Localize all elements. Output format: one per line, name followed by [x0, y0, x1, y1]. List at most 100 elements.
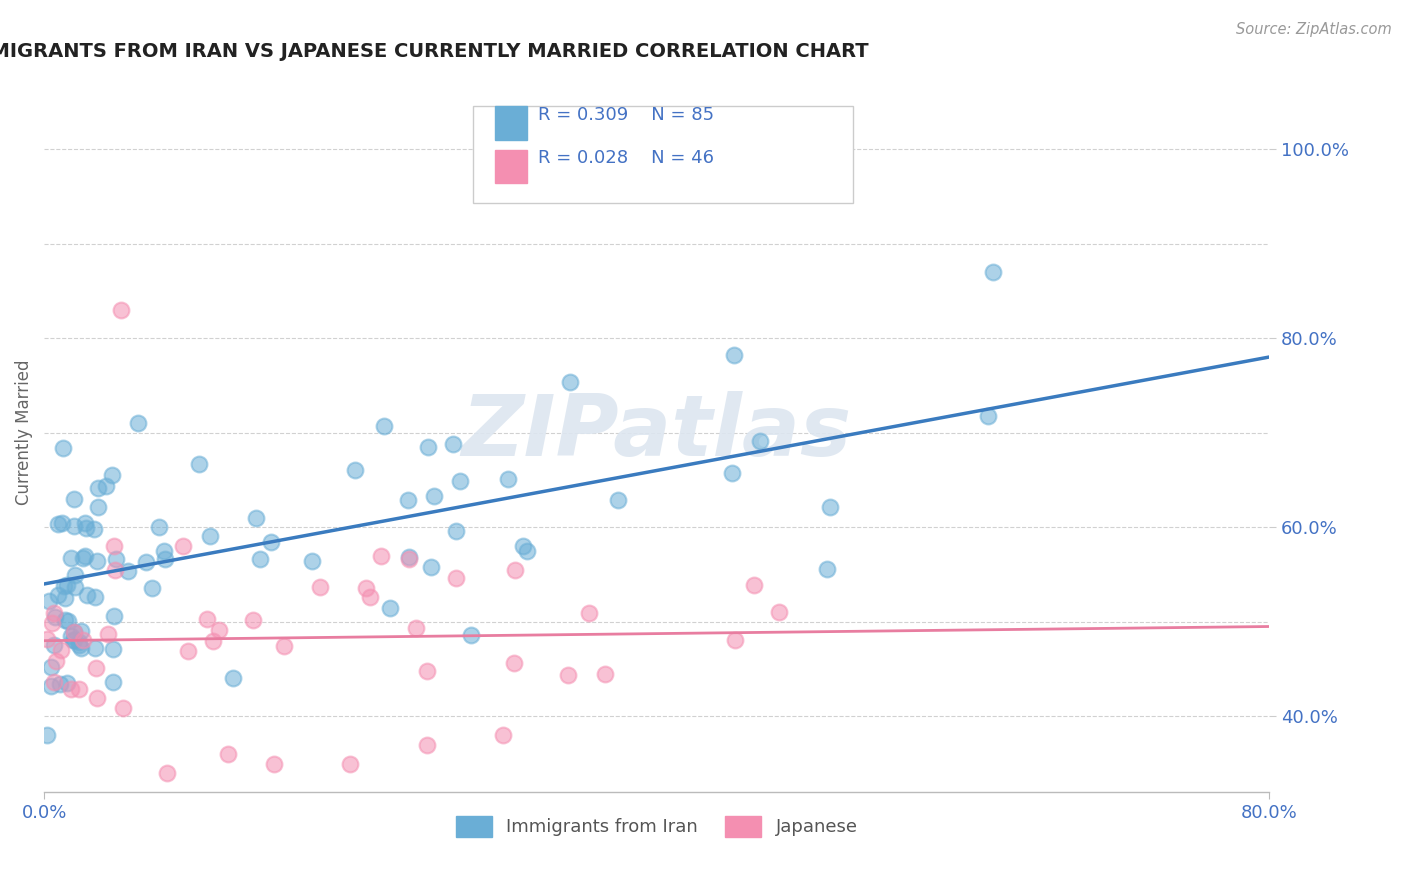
Point — [370, 549, 392, 563]
Point — [75, 521, 97, 535]
Point — [87, 500, 110, 515]
Point — [242, 614, 264, 628]
Point — [44, 610, 66, 624]
Point — [37, 728, 59, 742]
Point — [723, 348, 745, 362]
Point — [53, 579, 76, 593]
Point — [103, 675, 125, 690]
Point — [155, 766, 177, 780]
Point — [607, 493, 630, 508]
Point — [512, 539, 534, 553]
Point — [97, 627, 120, 641]
Point — [422, 489, 444, 503]
Point — [373, 419, 395, 434]
Point — [60, 681, 83, 696]
Point — [84, 661, 107, 675]
Point — [72, 632, 94, 647]
Point — [301, 554, 323, 568]
Point — [86, 481, 108, 495]
Point — [217, 747, 239, 761]
Point — [73, 549, 96, 564]
Point — [86, 554, 108, 568]
Point — [72, 550, 94, 565]
Point — [558, 375, 581, 389]
Point — [153, 544, 176, 558]
Point — [983, 265, 1005, 279]
Point — [172, 539, 194, 553]
FancyBboxPatch shape — [495, 106, 527, 139]
Text: R = 0.309    N = 85: R = 0.309 N = 85 — [537, 106, 714, 124]
Point — [55, 578, 77, 592]
Point — [444, 524, 467, 538]
Point — [398, 549, 420, 564]
Point — [744, 578, 766, 592]
Point — [83, 640, 105, 655]
Point — [110, 302, 132, 317]
Point — [245, 510, 267, 524]
Point — [76, 588, 98, 602]
Point — [63, 580, 86, 594]
Text: IMMIGRANTS FROM IRAN VS JAPANESE CURRENTLY MARRIED CORRELATION CHART: IMMIGRANTS FROM IRAN VS JAPANESE CURRENT… — [0, 42, 869, 61]
Point — [46, 588, 69, 602]
Text: ZIPatlas: ZIPatlas — [461, 392, 852, 475]
Point — [177, 644, 200, 658]
FancyBboxPatch shape — [472, 106, 852, 202]
Point — [117, 564, 139, 578]
Point — [359, 590, 381, 604]
Point — [37, 632, 59, 647]
Point — [49, 642, 72, 657]
Point — [249, 552, 271, 566]
Point — [127, 416, 149, 430]
Point — [70, 624, 93, 639]
Point — [39, 679, 62, 693]
Point — [55, 676, 77, 690]
Point — [208, 623, 231, 637]
Point — [103, 609, 125, 624]
Point — [41, 615, 63, 630]
Point — [83, 522, 105, 536]
Point — [503, 656, 526, 670]
Point — [273, 639, 295, 653]
Point — [44, 638, 66, 652]
Point — [52, 441, 75, 455]
Point — [59, 550, 82, 565]
Point — [444, 571, 467, 585]
Point — [45, 654, 67, 668]
Point — [56, 614, 79, 628]
Point — [187, 457, 209, 471]
Point — [101, 642, 124, 657]
Point — [578, 607, 600, 621]
Point — [260, 534, 283, 549]
Text: R = 0.028    N = 46: R = 0.028 N = 46 — [537, 149, 714, 167]
Point — [63, 625, 86, 640]
Point — [39, 660, 62, 674]
Point — [496, 473, 519, 487]
Point — [339, 756, 361, 771]
Point — [344, 463, 367, 477]
Point — [135, 555, 157, 569]
Point — [309, 580, 332, 594]
Y-axis label: Currently Married: Currently Married — [15, 360, 32, 506]
Point — [104, 552, 127, 566]
Point — [748, 434, 770, 449]
Point — [63, 491, 86, 506]
Point — [449, 475, 471, 489]
Point — [195, 612, 218, 626]
Point — [73, 516, 96, 531]
Point — [67, 682, 90, 697]
Point — [723, 633, 745, 648]
Point — [42, 675, 65, 690]
Point — [48, 677, 70, 691]
Point — [63, 568, 86, 582]
Point — [63, 519, 86, 533]
Point — [111, 700, 134, 714]
Point — [104, 563, 127, 577]
Point — [416, 440, 439, 454]
Point — [63, 624, 86, 639]
Point — [398, 552, 420, 566]
Point — [148, 519, 170, 533]
Point — [62, 632, 84, 647]
Point — [153, 552, 176, 566]
Point — [516, 544, 538, 558]
Point — [38, 594, 60, 608]
